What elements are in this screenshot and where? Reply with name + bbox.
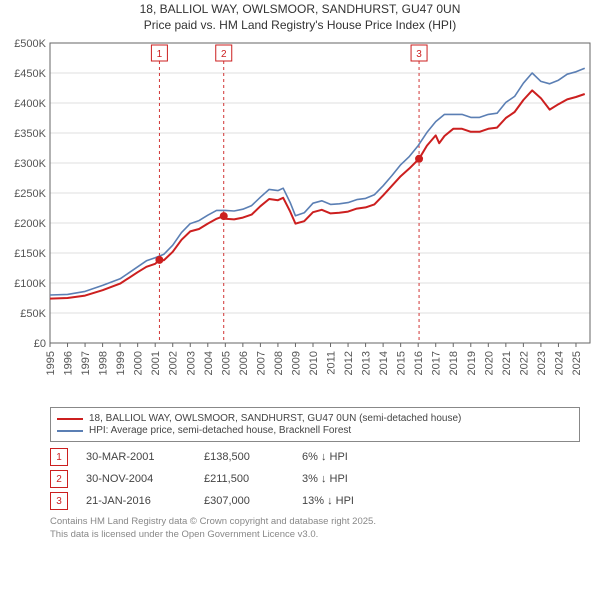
svg-text:2018: 2018 bbox=[448, 351, 460, 375]
footer-line-1: Contains HM Land Registry data © Crown c… bbox=[50, 516, 580, 528]
svg-text:2012: 2012 bbox=[343, 351, 355, 375]
svg-text:1996: 1996 bbox=[63, 351, 75, 375]
title-line-1: 18, BALLIOL WAY, OWLSMOOR, SANDHURST, GU… bbox=[0, 2, 600, 18]
legend-item: 18, BALLIOL WAY, OWLSMOOR, SANDHURST, GU… bbox=[57, 413, 573, 424]
svg-text:1: 1 bbox=[157, 49, 163, 60]
svg-text:2013: 2013 bbox=[361, 351, 373, 375]
svg-text:2019: 2019 bbox=[466, 351, 478, 375]
svg-text:£200K: £200K bbox=[14, 218, 46, 230]
transaction-price: £138,500 bbox=[204, 451, 284, 463]
transaction-table: 1 30-MAR-2001 £138,500 6% ↓ HPI 2 30-NOV-2004… bbox=[50, 448, 580, 510]
svg-text:2003: 2003 bbox=[185, 351, 197, 375]
svg-text:2001: 2001 bbox=[150, 351, 162, 375]
legend-swatch bbox=[57, 430, 83, 432]
svg-text:2015: 2015 bbox=[396, 351, 408, 375]
svg-text:£50K: £50K bbox=[20, 308, 46, 320]
svg-text:2007: 2007 bbox=[255, 351, 267, 375]
svg-text:2: 2 bbox=[221, 49, 227, 60]
transaction-date: 30-MAR-2001 bbox=[86, 451, 186, 463]
svg-text:2021: 2021 bbox=[501, 351, 513, 375]
svg-text:2020: 2020 bbox=[483, 351, 495, 375]
svg-text:2022: 2022 bbox=[518, 351, 530, 375]
footer-line-2: This data is licensed under the Open Gov… bbox=[50, 529, 580, 541]
transaction-price: £211,500 bbox=[204, 473, 284, 485]
transaction-delta: 6% ↓ HPI bbox=[302, 451, 392, 463]
transaction-delta: 3% ↓ HPI bbox=[302, 473, 392, 485]
chart-area: £0 £50K £100K £150K £200K £250K £300K £350K £400… bbox=[0, 33, 600, 403]
svg-text:2024: 2024 bbox=[553, 351, 565, 375]
svg-text:£400K: £400K bbox=[14, 98, 46, 110]
svg-text:£250K: £250K bbox=[14, 188, 46, 200]
svg-text:2006: 2006 bbox=[238, 351, 250, 375]
svg-text:1997: 1997 bbox=[80, 351, 92, 375]
svg-text:2009: 2009 bbox=[290, 351, 302, 375]
svg-text:£300K: £300K bbox=[14, 158, 46, 170]
legend-label: 18, BALLIOL WAY, OWLSMOOR, SANDHURST, GU… bbox=[89, 413, 461, 424]
svg-text:1999: 1999 bbox=[115, 351, 127, 375]
transaction-price: £307,000 bbox=[204, 495, 284, 507]
svg-text:2016: 2016 bbox=[413, 351, 425, 375]
transaction-delta: 13% ↓ HPI bbox=[302, 495, 392, 507]
svg-text:1995: 1995 bbox=[45, 351, 57, 375]
svg-text:2002: 2002 bbox=[168, 351, 180, 375]
svg-text:2017: 2017 bbox=[431, 351, 443, 375]
svg-text:£0: £0 bbox=[34, 338, 46, 350]
transaction-row: 2 30-NOV-2004 £211,500 3% ↓ HPI bbox=[50, 470, 580, 488]
svg-text:2000: 2000 bbox=[133, 351, 145, 375]
transaction-badge: 1 bbox=[50, 448, 68, 466]
attribution-footer: Contains HM Land Registry data © Crown c… bbox=[50, 516, 580, 541]
line-chart: £0 £50K £100K £150K £200K £250K £300K £350K £400… bbox=[0, 33, 600, 403]
legend-swatch bbox=[57, 418, 83, 420]
transaction-date: 30-NOV-2004 bbox=[86, 473, 186, 485]
svg-text:2008: 2008 bbox=[273, 351, 285, 375]
svg-text:2011: 2011 bbox=[326, 351, 338, 375]
svg-text:1998: 1998 bbox=[98, 351, 110, 375]
svg-text:2025: 2025 bbox=[571, 351, 583, 375]
svg-text:2014: 2014 bbox=[378, 351, 390, 375]
transaction-badge: 2 bbox=[50, 470, 68, 488]
svg-text:2010: 2010 bbox=[308, 351, 320, 375]
svg-text:£450K: £450K bbox=[14, 68, 46, 80]
transaction-badge: 3 bbox=[50, 492, 68, 510]
svg-text:£150K: £150K bbox=[14, 248, 46, 260]
svg-text:2023: 2023 bbox=[536, 351, 548, 375]
legend-label: HPI: Average price, semi-detached house,… bbox=[89, 425, 351, 436]
svg-text:£500K: £500K bbox=[14, 38, 46, 50]
title-line-2: Price paid vs. HM Land Registry's House … bbox=[0, 18, 600, 34]
transaction-row: 3 21-JAN-2016 £307,000 13% ↓ HPI bbox=[50, 492, 580, 510]
svg-text:£100K: £100K bbox=[14, 278, 46, 290]
svg-text:2004: 2004 bbox=[203, 351, 215, 375]
legend-item: HPI: Average price, semi-detached house,… bbox=[57, 425, 573, 436]
svg-text:2005: 2005 bbox=[220, 351, 232, 375]
svg-text:£350K: £350K bbox=[14, 128, 46, 140]
chart-title: 18, BALLIOL WAY, OWLSMOOR, SANDHURST, GU… bbox=[0, 2, 600, 33]
svg-text:3: 3 bbox=[416, 49, 422, 60]
transaction-row: 1 30-MAR-2001 £138,500 6% ↓ HPI bbox=[50, 448, 580, 466]
legend: 18, BALLIOL WAY, OWLSMOOR, SANDHURST, GU… bbox=[50, 407, 580, 442]
transaction-date: 21-JAN-2016 bbox=[86, 495, 186, 507]
